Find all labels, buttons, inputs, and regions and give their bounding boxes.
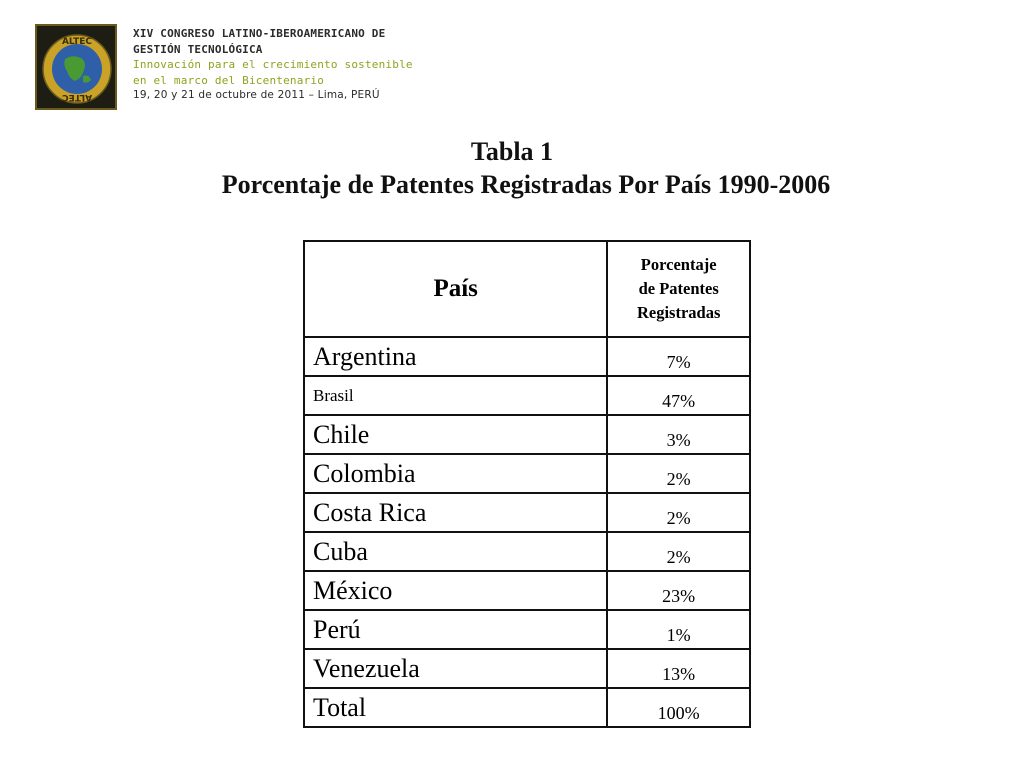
table-row: Colombia 2% [302,453,751,494]
country-cell: Perú [302,609,609,650]
table-header-row: País Porcentaje de Patentes Registradas [302,240,751,338]
table-total-row: Total 100% [302,687,751,728]
header-percentage-line-2: de Patentes [638,279,719,298]
header-country: País [302,240,609,338]
patents-table: País Porcentaje de Patentes Registradas … [302,240,751,728]
header-percentage: Porcentaje de Patentes Registradas [606,240,751,338]
percentage-cell: 2% [606,531,751,572]
altec-logo-emblem: ALTEC ALTEC [42,34,112,104]
country-cell: México [302,570,609,611]
percentage-cell: 23% [606,570,751,611]
table-row: Brasil 47% [302,375,751,416]
country-cell: Venezuela [302,648,609,689]
country-cell: Colombia [302,453,609,494]
conference-info: XIV CONGRESO LATINO-IBEROAMERICANO DE GE… [133,26,413,104]
table-row: Venezuela 13% [302,648,751,689]
country-cell: Costa Rica [302,492,609,533]
conference-title-line-1: XIV CONGRESO LATINO-IBEROAMERICANO DE [133,27,386,40]
altec-logo: ALTEC ALTEC [35,24,117,110]
table-row: México 23% [302,570,751,611]
percentage-cell: 2% [606,492,751,533]
table-row: Costa Rica 2% [302,492,751,533]
conference-subtitle-line-2: en el marco del Bicentenario [133,73,325,87]
conference-subtitle-line-1: Innovación para el crecimiento sostenibl… [133,58,413,71]
country-cell: Brasil [302,375,609,416]
conference-date: 19, 20 y 21 de octubre de 2011 – Lima, P… [133,89,380,101]
country-cell: Cuba [302,531,609,572]
conference-title-line-2: GESTIÓN TECNOLÓGICA [133,42,263,56]
percentage-cell: 47% [606,375,751,416]
percentage-cell: 7% [606,336,751,377]
table-row: Argentina 7% [302,336,751,377]
svg-text:ALTEC: ALTEC [62,92,92,102]
header-percentage-line-3: Registradas [636,303,721,322]
percentage-cell: 13% [606,648,751,689]
percentage-cell: 2% [606,453,751,494]
table-row: Cuba 2% [302,531,751,572]
table-label: Tabla 1 [470,137,554,166]
country-cell: Chile [302,414,609,455]
total-value-cell: 100% [606,687,751,728]
country-cell: Argentina [302,336,609,377]
table-row: Chile 3% [302,414,751,455]
table-caption: Porcentaje de Patentes Registradas Por P… [221,170,831,199]
conference-header: ALTEC ALTEC XIV CONGRESO LATINO-IBEROAME… [35,24,635,116]
percentage-cell: 1% [606,609,751,650]
logo-text: ALTEC [62,37,92,47]
table-row: Perú 1% [302,609,751,650]
header-percentage-line-1: Porcentaje [640,255,717,274]
total-label-cell: Total [302,687,609,728]
percentage-cell: 3% [606,414,751,455]
